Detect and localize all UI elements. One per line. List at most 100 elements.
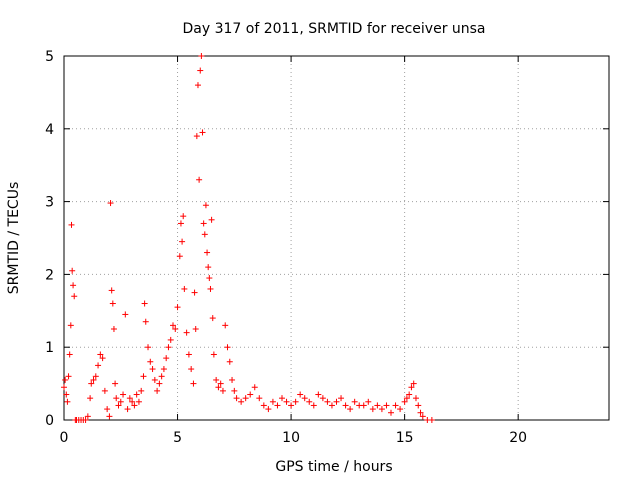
data-point <box>324 398 331 405</box>
data-point <box>115 402 122 409</box>
data-point <box>428 417 435 423</box>
data-point <box>378 406 385 413</box>
data-point <box>133 391 140 398</box>
data-point <box>193 133 200 140</box>
data-point <box>301 395 308 402</box>
data-point <box>204 249 211 256</box>
data-point <box>403 395 410 402</box>
data-point <box>207 285 214 292</box>
data-point <box>319 395 326 402</box>
chart-title: Day 317 of 2011, SRMTID for receiver uns… <box>182 21 485 37</box>
data-point <box>233 395 240 402</box>
y-tick-label: 0 <box>45 413 54 429</box>
data-point <box>397 406 404 413</box>
data-point <box>231 387 238 394</box>
y-axis-ticks: 0 1 2 3 4 5 <box>45 49 609 429</box>
data-point <box>97 351 104 358</box>
data-point <box>226 358 233 365</box>
data-point <box>410 380 417 387</box>
data-point <box>149 366 156 373</box>
data-point <box>84 413 91 420</box>
data-point <box>138 387 145 394</box>
data-point <box>269 398 276 405</box>
data-point <box>124 406 131 413</box>
data-point <box>163 355 170 362</box>
data-point <box>154 387 161 394</box>
data-point <box>92 373 99 380</box>
data-point <box>392 402 399 409</box>
data-point <box>147 358 154 365</box>
data-point <box>197 67 204 74</box>
data-point <box>338 395 345 402</box>
y-tick-label: 4 <box>45 122 54 138</box>
data-point <box>242 395 249 402</box>
data-point <box>210 351 217 358</box>
data-point <box>177 220 184 227</box>
data-point <box>374 402 381 409</box>
data-point <box>194 82 201 89</box>
data-point <box>69 267 76 274</box>
data-point <box>65 373 72 380</box>
x-axis-ticks: 0 5 10 15 20 <box>60 56 527 446</box>
data-point <box>208 216 215 223</box>
data-point <box>156 380 163 387</box>
data-point <box>247 391 254 398</box>
data-point <box>151 376 158 383</box>
data-point <box>315 391 322 398</box>
data-point <box>201 231 208 238</box>
data-point <box>419 413 426 420</box>
data-point <box>417 409 424 416</box>
data-point <box>140 373 147 380</box>
data-point <box>200 220 207 227</box>
data-point <box>101 387 108 394</box>
data-points <box>61 53 435 423</box>
data-point <box>180 213 187 220</box>
data-point <box>122 311 129 318</box>
data-point <box>179 238 186 245</box>
data-point <box>120 391 127 398</box>
data-point <box>342 402 349 409</box>
data-point <box>209 315 216 322</box>
data-point <box>333 398 340 405</box>
data-point <box>365 398 372 405</box>
data-point <box>67 322 74 329</box>
data-point <box>68 221 75 228</box>
data-point <box>260 402 267 409</box>
data-point <box>279 395 285 402</box>
x-tick-label: 0 <box>60 430 69 446</box>
data-point <box>206 275 213 282</box>
data-point <box>310 402 317 409</box>
data-point <box>347 406 354 413</box>
data-point <box>383 402 390 409</box>
y-tick-label: 3 <box>45 195 54 211</box>
data-point <box>412 395 419 402</box>
data-point <box>369 406 376 413</box>
data-point <box>406 391 413 398</box>
data-point <box>107 200 114 207</box>
data-point <box>401 398 408 405</box>
data-point <box>165 344 172 351</box>
data-point <box>213 376 220 383</box>
x-tick-label: 15 <box>396 430 414 446</box>
data-point <box>191 289 198 296</box>
data-point <box>112 380 119 387</box>
data-point <box>64 398 71 405</box>
data-point <box>229 376 236 383</box>
data-point <box>108 287 115 294</box>
data-point <box>181 285 188 292</box>
data-point <box>113 395 120 402</box>
data-point <box>351 398 358 405</box>
data-point <box>188 366 195 373</box>
data-point <box>70 282 77 289</box>
data-point <box>185 351 192 358</box>
data-point <box>90 376 97 383</box>
data-point <box>160 366 167 373</box>
data-point <box>106 413 113 420</box>
data-point <box>109 300 116 307</box>
y-tick-label: 2 <box>45 267 54 283</box>
data-point <box>219 387 226 394</box>
data-point <box>297 391 304 398</box>
x-tick-label: 5 <box>173 430 182 446</box>
data-point <box>172 326 179 332</box>
data-point <box>251 384 258 391</box>
